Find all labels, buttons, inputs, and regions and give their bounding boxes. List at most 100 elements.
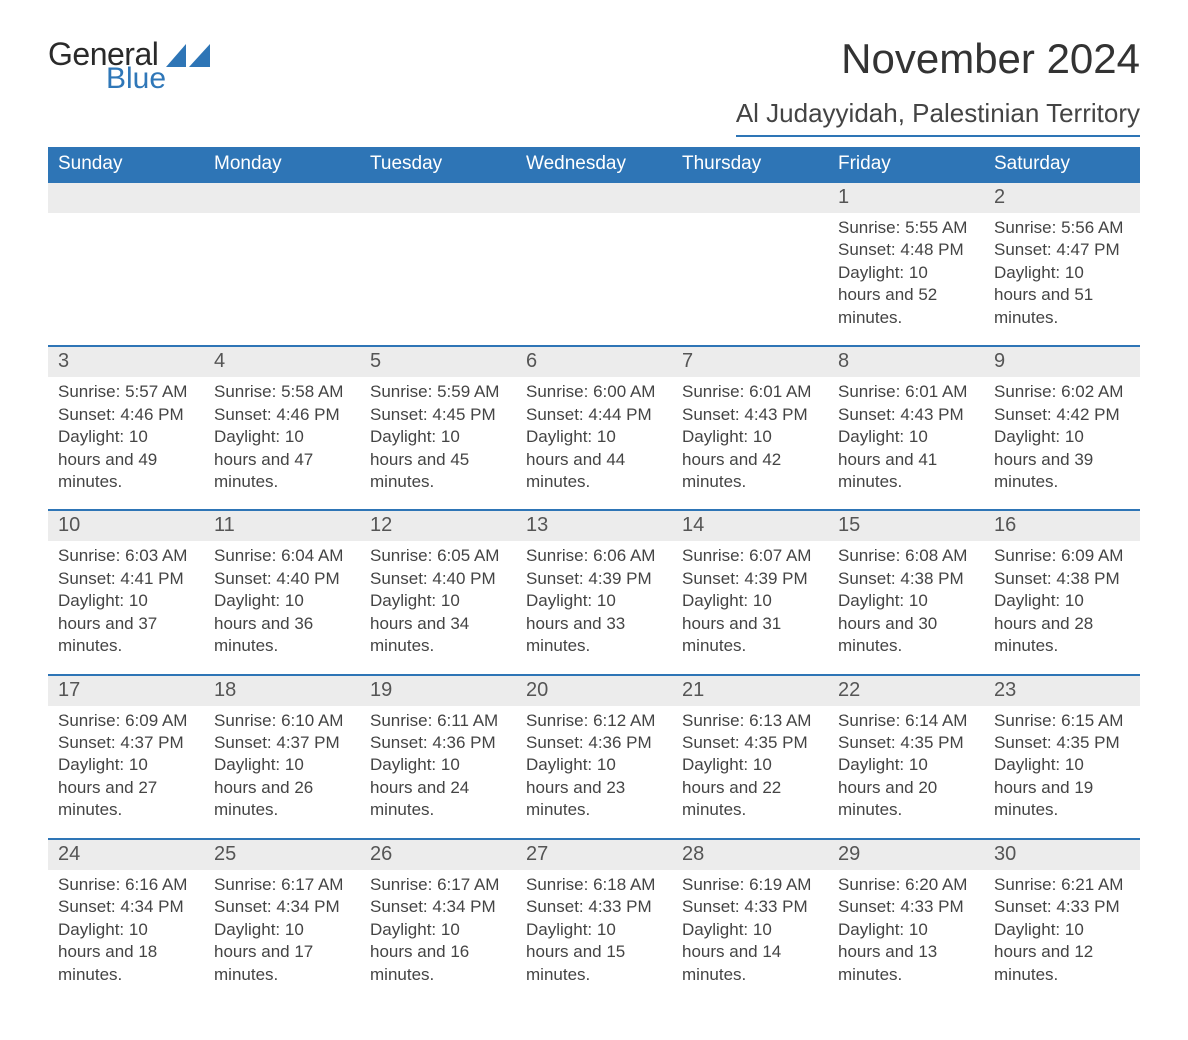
day-details: Sunrise: 6:20 AMSunset: 4:33 PMDaylight:… <box>838 874 974 986</box>
day-number: 9 <box>994 350 1005 372</box>
day-number: 15 <box>838 514 860 536</box>
day-details: Sunrise: 6:21 AMSunset: 4:33 PMDaylight:… <box>994 874 1130 986</box>
day-number: 26 <box>370 843 392 865</box>
day-header: Thursday <box>672 147 828 183</box>
sunset-line: Sunset: 4:34 PM <box>214 896 350 918</box>
day-details: Sunrise: 6:06 AMSunset: 4:39 PMDaylight:… <box>526 545 662 657</box>
day-cell: 13 Sunrise: 6:06 AMSunset: 4:39 PMDayligh… <box>516 511 672 673</box>
day-number-band: 13 <box>516 511 672 541</box>
sunset-line: Sunset: 4:35 PM <box>682 732 818 754</box>
day-details: Sunrise: 6:10 AMSunset: 4:37 PMDaylight:… <box>214 710 350 822</box>
day-cell: 4Sunrise: 5:58 AMSunset: 4:46 PMDaylight… <box>204 347 360 509</box>
sunset-line: Sunset: 4:46 PM <box>214 404 350 426</box>
sunset-line: Sunset: 4:46 PM <box>58 404 194 426</box>
day-details: Sunrise: 6:08 AMSunset: 4:38 PMDaylight:… <box>838 545 974 657</box>
day-number: 28 <box>682 843 704 865</box>
day-cell: 18 Sunrise: 6:10 AMSunset: 4:37 PMDayligh… <box>204 676 360 838</box>
sunrise-line: Sunrise: 5:59 AM <box>370 381 506 403</box>
week-row: 17Sunrise: 6:09 AMSunset: 4:37 PMDayligh… <box>48 674 1140 838</box>
sunset-line: Sunset: 4:45 PM <box>370 404 506 426</box>
day-number-band: 30 <box>984 840 1140 870</box>
day-details: Sunrise: 6:18 AMSunset: 4:33 PMDaylight:… <box>526 874 662 986</box>
sunset-line: Sunset: 4:37 PM <box>58 732 194 754</box>
daylight-line: Daylight: 10 hours and 15 minutes. <box>526 919 662 986</box>
daylight-line: Daylight: 10 hours and 22 minutes. <box>682 754 818 821</box>
day-cell <box>360 183 516 345</box>
day-details: Sunrise: 5:58 AMSunset: 4:46 PMDaylight:… <box>214 381 350 493</box>
sunrise-line: Sunrise: 6:13 AM <box>682 710 818 732</box>
daylight-line: Daylight: 10 hours and 23 minutes. <box>526 754 662 821</box>
day-number: 21 <box>682 679 704 701</box>
sunset-line: Sunset: 4:33 PM <box>838 896 974 918</box>
day-details: Sunrise: 6:09 AMSunset: 4:38 PMDaylight:… <box>994 545 1130 657</box>
day-number: 7 <box>682 350 693 372</box>
day-header: Friday <box>828 147 984 183</box>
day-header: Saturday <box>984 147 1140 183</box>
day-number-band: 2 <box>984 183 1140 213</box>
day-cell: 8 Sunrise: 6:01 AMSunset: 4:43 PMDaylight… <box>828 347 984 509</box>
day-cell: 20Sunrise: 6:12 AMSunset: 4:36 PMDayligh… <box>516 676 672 838</box>
daylight-line: Daylight: 10 hours and 13 minutes. <box>838 919 974 986</box>
daylight-line: Daylight: 10 hours and 30 minutes. <box>838 590 974 657</box>
day-number: 12 <box>370 514 392 536</box>
sunset-line: Sunset: 4:40 PM <box>214 568 350 590</box>
day-number-band: 25 <box>204 840 360 870</box>
sunrise-line: Sunrise: 6:17 AM <box>214 874 350 896</box>
day-details: Sunrise: 6:14 AMSunset: 4:35 PMDaylight:… <box>838 710 974 822</box>
day-details: Sunrise: 6:07 AMSunset: 4:39 PMDaylight:… <box>682 545 818 657</box>
day-number-band: 28 <box>672 840 828 870</box>
day-cell: 14Sunrise: 6:07 AMSunset: 4:39 PMDayligh… <box>672 511 828 673</box>
sunrise-line: Sunrise: 6:10 AM <box>214 710 350 732</box>
sunset-line: Sunset: 4:42 PM <box>994 404 1130 426</box>
day-cell: 30 Sunrise: 6:21 AMSunset: 4:33 PMDayligh… <box>984 840 1140 1002</box>
brand-sail-icon <box>166 44 210 72</box>
daylight-line: Daylight: 10 hours and 28 minutes. <box>994 590 1130 657</box>
day-details: Sunrise: 6:04 AMSunset: 4:40 PMDaylight:… <box>214 545 350 657</box>
daylight-line: Daylight: 10 hours and 44 minutes. <box>526 426 662 493</box>
daylight-line: Daylight: 10 hours and 18 minutes. <box>58 919 194 986</box>
sunset-line: Sunset: 4:39 PM <box>526 568 662 590</box>
day-cell: 23Sunrise: 6:15 AMSunset: 4:35 PMDayligh… <box>984 676 1140 838</box>
empty-day-band <box>48 183 204 213</box>
day-number: 24 <box>58 843 80 865</box>
day-cell: 1Sunrise: 5:55 AMSunset: 4:48 PMDaylight… <box>828 183 984 345</box>
day-number-band: 3 <box>48 347 204 377</box>
day-number: 18 <box>214 679 236 701</box>
day-cell: 22 Sunrise: 6:14 AMSunset: 4:35 PMDayligh… <box>828 676 984 838</box>
brand-blue: Blue <box>106 64 166 94</box>
day-number-band: 1 <box>828 183 984 213</box>
day-number-band: 27 <box>516 840 672 870</box>
sunrise-line: Sunrise: 6:12 AM <box>526 710 662 732</box>
sunrise-line: Sunrise: 6:09 AM <box>994 545 1130 567</box>
week-row: 24 Sunrise: 6:16 AMSunset: 4:34 PMDayligh… <box>48 838 1140 1002</box>
day-number: 22 <box>838 679 860 701</box>
day-cell: 26 Sunrise: 6:17 AMSunset: 4:34 PMDayligh… <box>360 840 516 1002</box>
daylight-line: Daylight: 10 hours and 31 minutes. <box>682 590 818 657</box>
day-number-band: 9 <box>984 347 1140 377</box>
day-cell <box>516 183 672 345</box>
day-number: 17 <box>58 679 80 701</box>
sunset-line: Sunset: 4:34 PM <box>58 896 194 918</box>
day-cell: 11 Sunrise: 6:04 AMSunset: 4:40 PMDayligh… <box>204 511 360 673</box>
day-number-band: 18 <box>204 676 360 706</box>
day-number: 6 <box>526 350 537 372</box>
sunrise-line: Sunrise: 6:11 AM <box>370 710 506 732</box>
daylight-line: Daylight: 10 hours and 33 minutes. <box>526 590 662 657</box>
day-details: Sunrise: 5:57 AMSunset: 4:46 PMDaylight:… <box>58 381 194 493</box>
day-details: Sunrise: 6:16 AMSunset: 4:34 PMDaylight:… <box>58 874 194 986</box>
sunrise-line: Sunrise: 6:18 AM <box>526 874 662 896</box>
sunset-line: Sunset: 4:37 PM <box>214 732 350 754</box>
day-number: 8 <box>838 350 849 372</box>
day-cell: 10Sunrise: 6:03 AMSunset: 4:41 PMDayligh… <box>48 511 204 673</box>
day-details: Sunrise: 5:59 AMSunset: 4:45 PMDaylight:… <box>370 381 506 493</box>
day-details: Sunrise: 6:17 AMSunset: 4:34 PMDaylight:… <box>370 874 506 986</box>
day-details: Sunrise: 6:12 AMSunset: 4:36 PMDaylight:… <box>526 710 662 822</box>
sunrise-line: Sunrise: 6:06 AM <box>526 545 662 567</box>
day-header: Monday <box>204 147 360 183</box>
sunset-line: Sunset: 4:35 PM <box>994 732 1130 754</box>
day-details: Sunrise: 6:17 AMSunset: 4:34 PMDaylight:… <box>214 874 350 986</box>
day-details: Sunrise: 6:01 AMSunset: 4:43 PMDaylight:… <box>838 381 974 493</box>
day-number-band: 6 <box>516 347 672 377</box>
sunrise-line: Sunrise: 6:05 AM <box>370 545 506 567</box>
day-number-band: 11 <box>204 511 360 541</box>
